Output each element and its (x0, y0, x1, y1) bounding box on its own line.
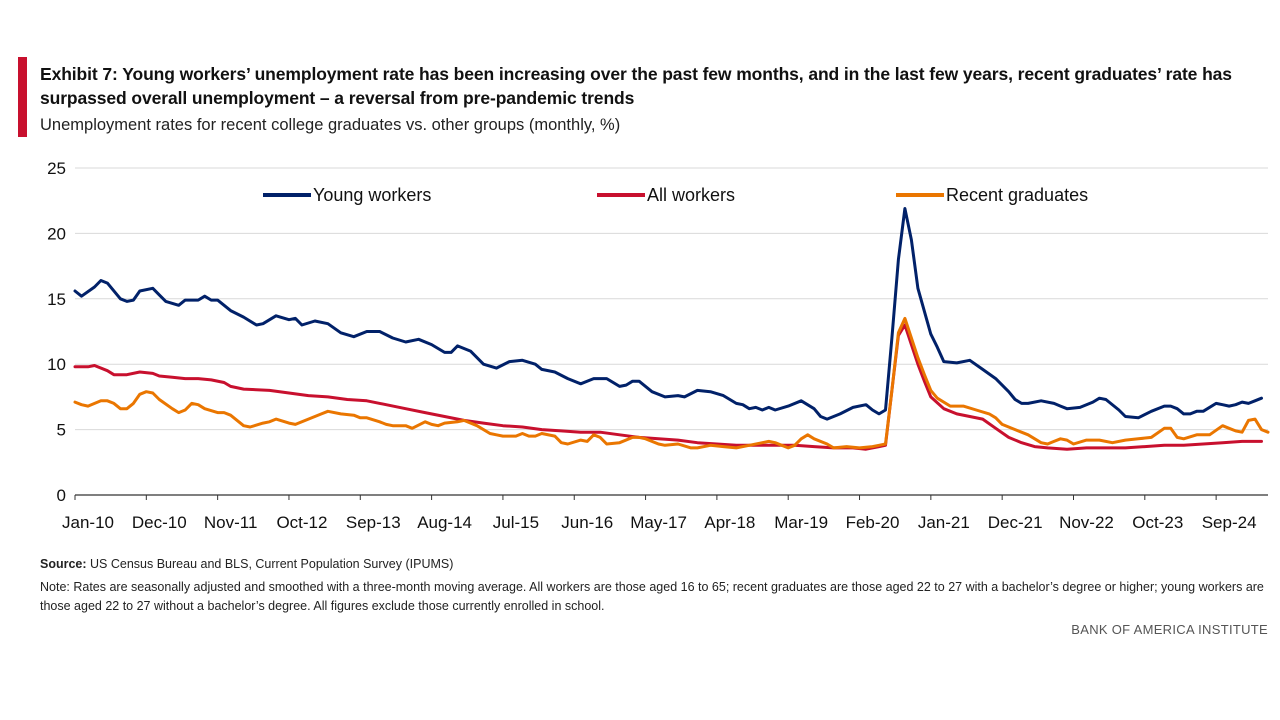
legend-label-recent-graduates: Recent graduates (946, 185, 1088, 205)
y-tick-label: 5 (57, 421, 66, 440)
x-tick-label: Apr-18 (704, 513, 755, 532)
series-lines (73, 207, 1270, 451)
y-tick-label: 10 (47, 355, 66, 374)
x-tick-label: May-17 (630, 513, 687, 532)
chart-subtitle: Unemployment rates for recent college gr… (40, 116, 621, 134)
legend-label-young-workers: Young workers (313, 185, 431, 205)
y-tick-label: 25 (47, 159, 66, 178)
x-tick-label: Dec-21 (988, 513, 1043, 532)
source-line: Source: US Census Bureau and BLS, Curren… (40, 557, 453, 571)
footer-brand: BANK OF AMERICA INSTITUTE (1071, 622, 1268, 637)
x-tick-label: Nov-11 (204, 513, 258, 532)
x-tick-label: Jan-21 (918, 513, 970, 532)
x-tick-label: Jun-16 (561, 513, 613, 532)
x-tick-label: Aug-14 (417, 513, 472, 532)
y-tick-label: 20 (47, 224, 66, 243)
y-axis-tick-labels: 0 5 10 15 20 25 (47, 159, 66, 505)
x-tick-label: Nov-22 (1059, 513, 1114, 532)
y-tick-label: 0 (57, 486, 66, 505)
chart-note: Note: Rates are seasonally adjusted and … (40, 580, 1264, 613)
x-tick-label: Oct-23 (1132, 513, 1183, 532)
y-tick-label: 15 (47, 290, 66, 309)
x-tick-label: Dec-10 (132, 513, 187, 532)
x-tick-label: Mar-19 (774, 513, 828, 532)
x-tick-label: Jan-10 (62, 513, 114, 532)
line-chart: 0 5 10 15 20 25 Jan-10 Dec-10 Nov-11 Oct-12 Sep-1… (47, 159, 1270, 532)
series-line-young-workers (73, 207, 1263, 421)
series-line-all-workers (73, 323, 1263, 451)
series-line-recent-graduates (73, 316, 1270, 450)
x-axis-tick-labels: Jan-10 Dec-10 Nov-11 Oct-12 Sep-13 Aug-14 Jul-… (62, 495, 1257, 532)
grid-lines (75, 167, 1268, 496)
x-tick-label: Oct-12 (276, 513, 327, 532)
x-tick-label: Jul-15 (493, 513, 539, 532)
x-tick-label: Sep-24 (1202, 513, 1257, 532)
legend: Young workers All workers Recent graduates (263, 185, 1088, 205)
legend-label-all-workers: All workers (647, 185, 735, 205)
source-text: US Census Bureau and BLS, Current Popula… (86, 557, 454, 571)
chart-title: Exhibit 7: Young workers’ unemployment r… (40, 64, 1232, 108)
x-tick-label: Sep-13 (346, 513, 401, 532)
accent-bar (18, 57, 27, 137)
x-tick-label: Feb-20 (846, 513, 900, 532)
source-label: Source: (40, 557, 87, 571)
